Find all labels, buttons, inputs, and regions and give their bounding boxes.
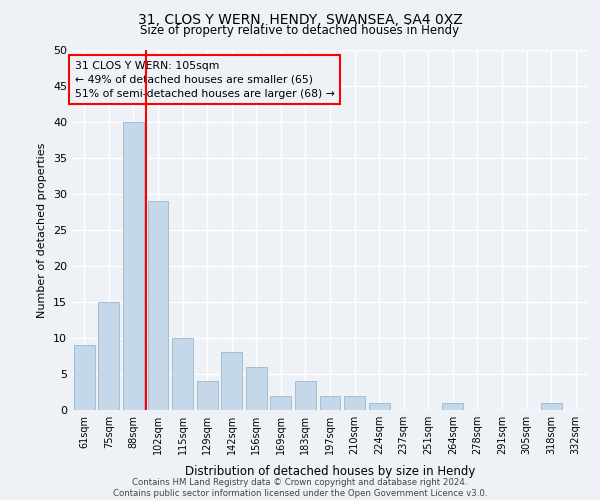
Text: Size of property relative to detached houses in Hendy: Size of property relative to detached ho… xyxy=(140,24,460,37)
Text: Distribution of detached houses by size in Hendy: Distribution of detached houses by size … xyxy=(185,465,475,478)
Bar xyxy=(74,345,95,410)
Bar xyxy=(148,201,169,410)
Text: 31, CLOS Y WERN, HENDY, SWANSEA, SA4 0XZ: 31, CLOS Y WERN, HENDY, SWANSEA, SA4 0XZ xyxy=(137,12,463,26)
Bar xyxy=(295,381,316,410)
Bar xyxy=(541,403,562,410)
Text: Contains HM Land Registry data © Crown copyright and database right 2024.
Contai: Contains HM Land Registry data © Crown c… xyxy=(113,478,487,498)
Bar xyxy=(98,302,119,410)
Bar xyxy=(197,381,218,410)
Bar xyxy=(320,396,340,410)
Bar xyxy=(344,396,365,410)
Bar xyxy=(368,403,389,410)
Bar xyxy=(271,396,292,410)
Bar xyxy=(172,338,193,410)
Bar xyxy=(246,367,267,410)
Bar xyxy=(123,122,144,410)
Y-axis label: Number of detached properties: Number of detached properties xyxy=(37,142,47,318)
Bar xyxy=(221,352,242,410)
Text: 31 CLOS Y WERN: 105sqm
← 49% of detached houses are smaller (65)
51% of semi-det: 31 CLOS Y WERN: 105sqm ← 49% of detached… xyxy=(74,61,334,99)
Bar xyxy=(442,403,463,410)
